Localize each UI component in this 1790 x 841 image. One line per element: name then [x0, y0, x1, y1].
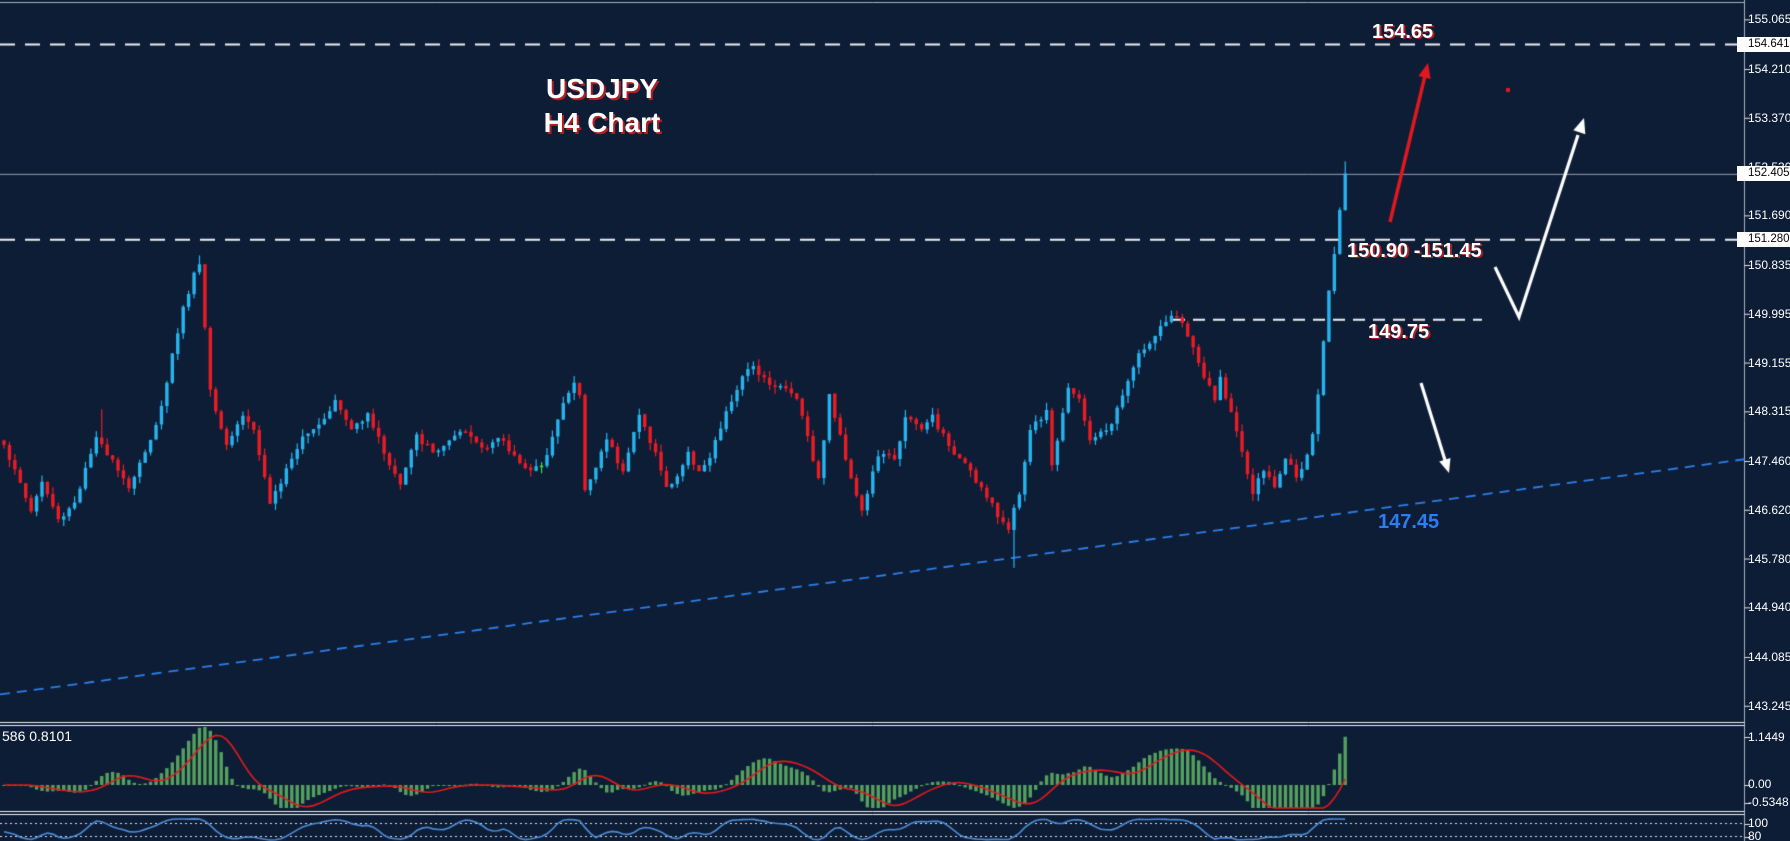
- axis-highlight-resistance: 154.641: [1737, 36, 1790, 52]
- axis-price-label: 151.690: [1748, 208, 1790, 223]
- axis-price-label: 143.245: [1748, 698, 1790, 713]
- axis-price-label: 155.065: [1748, 12, 1790, 27]
- annotation-target-level: 154.65: [1372, 21, 1434, 43]
- chart-symbol-title: USDJPY: [545, 73, 659, 104]
- axis-price-label: 154.210: [1748, 62, 1790, 77]
- axis-highlight-current-price: 152.405: [1737, 166, 1790, 182]
- annotation-support-level: 149.75: [1368, 321, 1430, 343]
- annotation-trendline-level: 147.45: [1378, 511, 1440, 533]
- chart-timeframe-title: H4 Chart: [543, 107, 661, 138]
- oscillator-axis-min: -0.5348: [1748, 795, 1789, 809]
- axis-price-label: 149.155: [1748, 355, 1790, 370]
- axis-price-label: 153.370: [1748, 110, 1790, 125]
- oscillator-axis-zero: 0.00: [1748, 777, 1772, 791]
- axis-price-label: 144.085: [1748, 649, 1790, 664]
- axis-price-label: 149.995: [1748, 306, 1790, 321]
- axis-price-label: 146.620: [1748, 502, 1790, 517]
- axis-price-label: 145.780: [1748, 551, 1790, 566]
- lower-panel-axis-top: 100: [1748, 816, 1769, 830]
- oscillator-axis-max: 1.1449: [1748, 730, 1785, 744]
- axis-price-label: 148.315: [1748, 404, 1790, 419]
- annotation-resistance-zone: 150.90 -151.45: [1347, 240, 1482, 262]
- axis-price-label: 150.835: [1748, 258, 1790, 272]
- axis-price-label: 147.460: [1748, 454, 1790, 468]
- lower-panel-axis-level: 80: [1748, 829, 1762, 841]
- chart-title: USDJPY H4 Chart: [452, 72, 752, 140]
- axis-highlight-mid: 151.280: [1737, 231, 1790, 247]
- oscillator-info-label: 586 0.8101: [2, 728, 73, 744]
- axis-price-label: 144.940: [1748, 600, 1790, 615]
